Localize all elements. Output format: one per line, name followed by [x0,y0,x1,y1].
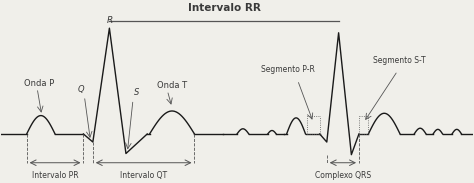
Text: Q: Q [78,85,84,94]
Text: Segmento P-R: Segmento P-R [261,65,315,74]
Text: Complexo QRS: Complexo QRS [315,171,371,180]
Text: Intervalo PR: Intervalo PR [32,171,78,180]
Text: R: R [106,16,112,25]
Text: Segmento S-T: Segmento S-T [373,56,426,65]
Text: Onda P: Onda P [24,79,55,88]
Text: Onda T: Onda T [157,81,187,90]
Text: S: S [135,88,140,97]
Text: Intervalo RR: Intervalo RR [188,3,260,13]
Text: Intervalo QT: Intervalo QT [120,171,167,180]
